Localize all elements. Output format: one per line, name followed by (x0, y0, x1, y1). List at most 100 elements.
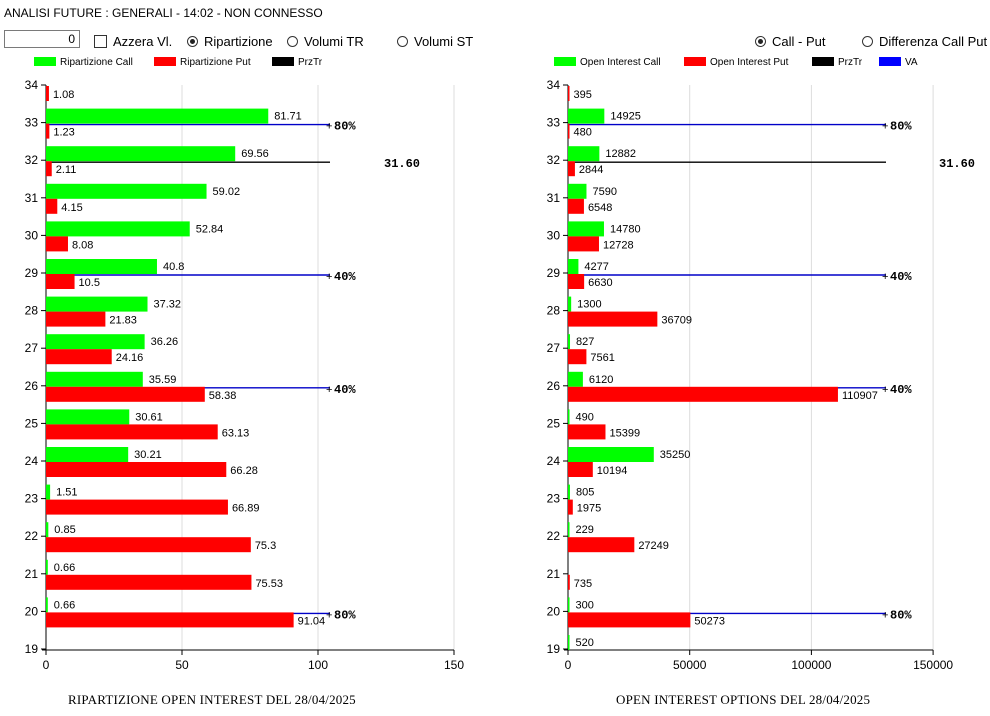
call-bar (46, 296, 148, 312)
call-value-label: 59.02 (213, 186, 241, 198)
put-bar (46, 161, 52, 177)
y-tick-label: 25 (547, 416, 561, 430)
x-tick-label: 150000 (913, 658, 953, 672)
y-tick-label: 20 (25, 604, 39, 618)
put-value-label: 8.08 (72, 239, 93, 251)
put-bar (46, 386, 205, 402)
call-value-label: 1300 (577, 299, 601, 311)
radio-volumi-st[interactable]: Volumi ST (397, 31, 473, 51)
put-value-label: 66.28 (230, 465, 258, 477)
call-bar (46, 522, 49, 538)
x-tick-label: 0 (565, 658, 572, 672)
put-value-label: 75.53 (255, 578, 283, 590)
call-value-label: 35.59 (149, 374, 177, 386)
put-bar (46, 274, 75, 289)
call-bar (46, 183, 207, 199)
put-value-label: 2844 (579, 164, 603, 176)
radio-dot[interactable] (187, 35, 198, 47)
y-tick-label: 32 (25, 153, 39, 167)
y-tick-label: 30 (25, 228, 39, 242)
put-bar (568, 574, 570, 590)
call-value-label: 30.61 (135, 411, 163, 423)
put-value-label: 4.15 (61, 202, 82, 214)
call-value-label: 37.32 (154, 299, 182, 311)
call-put-label: Call - Put (772, 33, 826, 49)
ref-line-label: 40% (334, 270, 356, 284)
radio-dot[interactable] (287, 35, 298, 47)
legend-label: PrzTr (838, 57, 863, 68)
radio-differenza[interactable]: Differenza Call Put (862, 31, 987, 51)
y-tick-label: 33 (25, 116, 39, 130)
call-value-label: 827 (576, 336, 594, 348)
radio-dot[interactable] (755, 35, 766, 47)
radio-call-put[interactable]: Call - Put (755, 31, 825, 51)
call-bar (568, 259, 579, 274)
put-value-label: 110907 (842, 390, 878, 402)
ref-line-label: 80% (334, 608, 356, 622)
put-bar (568, 462, 593, 477)
put-value-label: 735 (574, 578, 592, 590)
put-bar (568, 537, 635, 553)
put-bar (568, 123, 570, 139)
put-value-label: 7561 (590, 352, 614, 364)
x-tick-label: 100000 (791, 658, 831, 672)
put-value-label: 27249 (638, 540, 669, 552)
call-bar (46, 334, 145, 350)
ref-line-label: 40% (890, 270, 912, 284)
call-value-label: 490 (576, 411, 594, 423)
put-bar (568, 161, 575, 177)
put-value-label: 91.04 (298, 615, 326, 627)
put-bar (46, 86, 49, 101)
legend-swatch (34, 57, 56, 66)
y-tick-label: 34 (547, 78, 561, 92)
put-bar (568, 274, 585, 289)
y-tick-label: 29 (25, 266, 39, 280)
y-tick-label: 28 (25, 304, 39, 318)
azzera-checkbox[interactable]: Azzera Vl. (94, 31, 172, 51)
radio-dot[interactable] (862, 35, 873, 47)
x-tick-label: 150 (444, 658, 464, 672)
x-tick-label: 50 (175, 658, 189, 672)
ref-line-marker: + (882, 384, 888, 396)
call-value-label: 52.84 (196, 223, 224, 235)
call-bar (568, 334, 571, 350)
ref-line-label: 80% (334, 120, 356, 134)
radio-volumi-tr[interactable]: Volumi TR (287, 31, 364, 51)
put-value-label: 21.83 (109, 315, 137, 327)
put-value-label: 63.13 (222, 427, 250, 439)
put-bar (568, 236, 599, 252)
x-tick-label: 0 (43, 658, 50, 672)
legend-swatch (554, 57, 576, 66)
call-value-label: 0.66 (54, 599, 75, 611)
put-value-label: 75.3 (255, 540, 276, 552)
y-tick-label: 22 (547, 529, 561, 543)
call-value-label: 0.85 (54, 524, 75, 536)
ref-line-label: 40% (334, 383, 356, 397)
call-value-label: 30.21 (134, 449, 162, 461)
put-value-label: 66.89 (232, 503, 260, 515)
put-value-label: 15399 (609, 427, 640, 439)
call-bar (568, 522, 570, 538)
call-value-label: 805 (576, 487, 594, 499)
call-bar (568, 146, 600, 162)
y-tick-label: 27 (547, 341, 561, 355)
ref-line-label: 80% (890, 120, 912, 134)
call-bar (568, 108, 605, 124)
call-bar (568, 371, 583, 387)
put-bar (46, 123, 50, 139)
legend-swatch (684, 57, 706, 66)
checkbox-box[interactable] (94, 34, 107, 48)
put-value-label: 1975 (577, 503, 601, 515)
legend-label: PrzTr (298, 57, 323, 68)
call-bar (46, 259, 157, 274)
put-bar (46, 462, 227, 477)
ref-line-label: 80% (890, 608, 912, 622)
value-input[interactable] (4, 30, 80, 48)
radio-dot[interactable] (397, 35, 408, 47)
put-value-label: 12728 (603, 239, 634, 251)
call-value-label: 81.71 (274, 111, 302, 123)
put-bar (46, 236, 68, 252)
call-value-label: 12882 (605, 148, 636, 160)
radio-ripartizione[interactable]: Ripartizione (187, 31, 273, 51)
